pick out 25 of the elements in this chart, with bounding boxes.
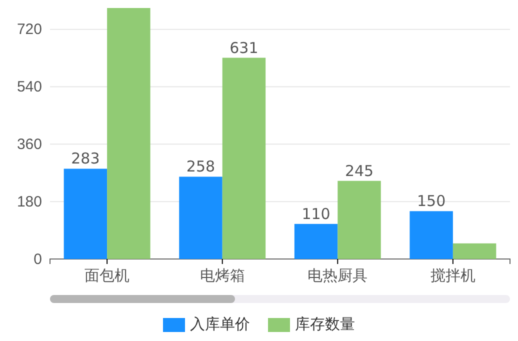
x-tick-label: 电烤箱 xyxy=(200,268,245,285)
y-tick-label: 360 xyxy=(16,136,42,153)
data-label: 150 xyxy=(416,192,446,210)
bar xyxy=(222,58,266,259)
data-label: 245 xyxy=(344,162,374,180)
x-tick-label: 面包机 xyxy=(84,268,130,285)
bar xyxy=(179,176,222,259)
data-label: 283 xyxy=(71,150,100,168)
y-tick-label: 540 xyxy=(16,78,42,96)
y-tick-label: 720 xyxy=(16,21,42,38)
data-label: 258 xyxy=(186,158,216,176)
bar xyxy=(452,243,496,259)
bar xyxy=(64,168,108,259)
legend-label: 库存数量 xyxy=(295,315,355,333)
y-tick-label: 0 xyxy=(34,250,42,268)
x-tick-label: 电热厨具 xyxy=(308,268,368,285)
bar xyxy=(107,8,150,259)
bar xyxy=(338,180,381,259)
y-tick-label: 180 xyxy=(16,193,42,210)
x-tick-label: 搅拌机 xyxy=(430,268,476,285)
data-label: 110 xyxy=(302,204,330,223)
bar xyxy=(410,211,453,259)
bar xyxy=(294,224,338,259)
legend-label: 入库单价 xyxy=(190,315,250,333)
data-label: 631 xyxy=(230,38,258,57)
